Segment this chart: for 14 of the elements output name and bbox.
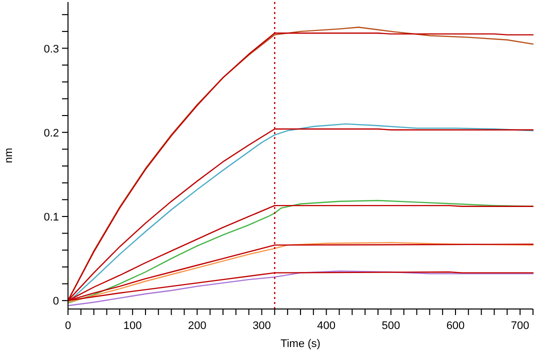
y-tick-label: 0.2 [44, 127, 59, 140]
y-axis-title: nm [3, 148, 15, 164]
x-tick-label: 300 [252, 320, 271, 332]
y-tick-label: 0.3 [44, 43, 59, 56]
x-tick-label: 200 [188, 320, 206, 332]
x-tick-label: 100 [123, 320, 142, 332]
x-axis-title: Time (s) [280, 338, 320, 350]
x-tick-label: 0 [64, 320, 72, 332]
x-tick-label: 600 [446, 320, 465, 332]
x-tick-label: 400 [317, 320, 336, 332]
x-tick-label: 500 [382, 320, 400, 332]
y-tick-label: 0.1 [44, 211, 59, 224]
y-tick-label: 0 [52, 296, 59, 308]
x-tick-label: 700 [510, 320, 530, 332]
